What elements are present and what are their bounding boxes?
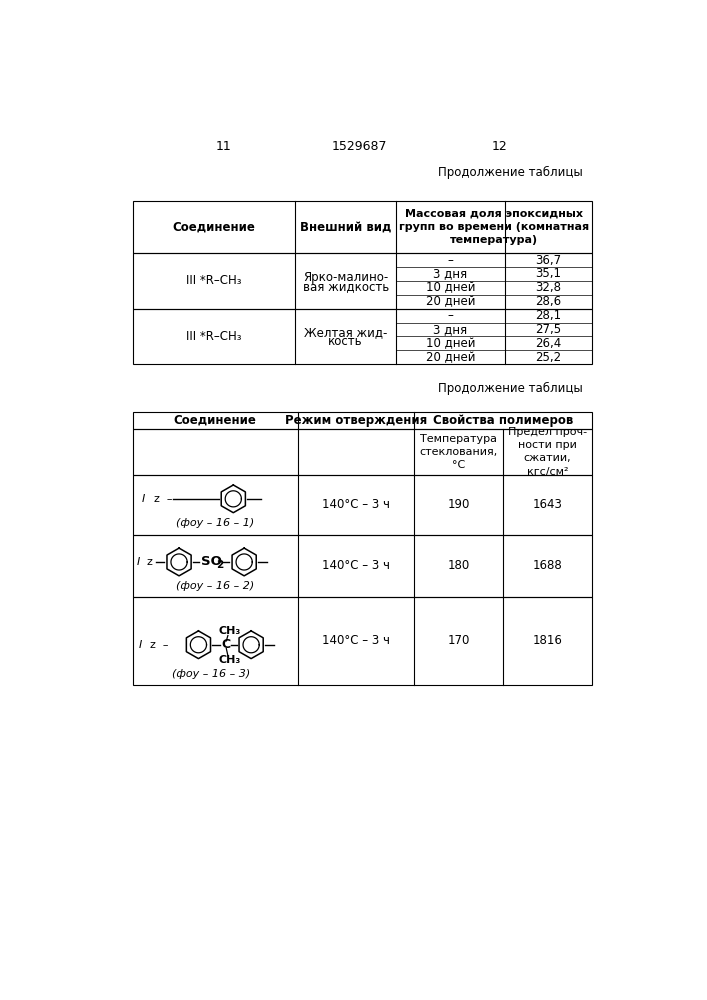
Text: Предел проч-
ности при
сжатии,
кгс/см²: Предел проч- ности при сжатии, кгс/см² xyxy=(508,427,587,477)
Text: 12: 12 xyxy=(491,140,507,153)
Text: CH₃: CH₃ xyxy=(218,626,240,636)
Bar xyxy=(132,412,592,429)
Bar xyxy=(132,429,592,475)
Text: 27,5: 27,5 xyxy=(535,323,561,336)
Text: I: I xyxy=(142,494,145,504)
Text: 36,7: 36,7 xyxy=(535,254,561,267)
Text: Ярко-малино-: Ярко-малино- xyxy=(303,271,388,284)
Text: 1688: 1688 xyxy=(532,559,563,572)
Text: кость: кость xyxy=(328,335,363,348)
Text: (фоу – 16 – 1): (фоу – 16 – 1) xyxy=(176,518,255,528)
Text: (фоу – 16 – 3): (фоу – 16 – 3) xyxy=(172,669,250,679)
Bar xyxy=(132,201,592,253)
Text: Внешний вид: Внешний вид xyxy=(300,221,392,234)
Bar xyxy=(132,253,592,309)
Text: 3 дня: 3 дня xyxy=(433,267,467,280)
Bar xyxy=(132,475,592,535)
Text: I: I xyxy=(139,640,142,650)
Text: Массовая доля эпоксидных
групп во времени (комнатная
температура): Массовая доля эпоксидных групп во времен… xyxy=(399,209,589,245)
Text: 1643: 1643 xyxy=(532,498,563,512)
Text: Соединение: Соединение xyxy=(174,414,257,427)
Text: Режим отверждения: Режим отверждения xyxy=(285,414,427,427)
Text: вая жидкость: вая жидкость xyxy=(303,280,389,293)
Bar xyxy=(132,597,592,685)
Text: 11: 11 xyxy=(216,140,232,153)
Text: 1816: 1816 xyxy=(532,634,563,647)
Text: 140°С – 3 ч: 140°С – 3 ч xyxy=(322,559,390,572)
Text: I: I xyxy=(136,557,140,567)
Text: Желтая жид-: Желтая жид- xyxy=(304,326,387,339)
Bar xyxy=(132,535,592,597)
Text: 140°С – 3 ч: 140°С – 3 ч xyxy=(322,498,390,512)
Text: Соединение: Соединение xyxy=(173,221,255,234)
Text: Продолжение таблицы: Продолжение таблицы xyxy=(438,382,583,395)
Text: 1529687: 1529687 xyxy=(332,140,387,153)
Text: 2: 2 xyxy=(216,560,223,570)
Text: 10 дней: 10 дней xyxy=(426,337,475,350)
Text: Продолжение таблицы: Продолжение таблицы xyxy=(438,166,583,179)
Text: 28,1: 28,1 xyxy=(535,309,561,322)
Bar xyxy=(132,309,592,364)
Text: Температура
стеклования,
°C: Температура стеклования, °C xyxy=(419,434,498,470)
Text: Свойства полимеров: Свойства полимеров xyxy=(433,414,573,427)
Text: 20 дней: 20 дней xyxy=(426,295,475,308)
Text: 20 дней: 20 дней xyxy=(426,351,475,364)
Text: 26,4: 26,4 xyxy=(535,337,561,350)
Text: C: C xyxy=(222,638,231,651)
Text: III *R–CH₃: III *R–CH₃ xyxy=(186,330,242,343)
Text: –: – xyxy=(448,254,453,267)
Text: (фоу – 16 – 2): (фоу – 16 – 2) xyxy=(176,581,255,591)
Text: 3 дня: 3 дня xyxy=(433,323,467,336)
Text: z  –: z – xyxy=(154,494,173,504)
Text: 170: 170 xyxy=(448,634,469,647)
Text: z: z xyxy=(146,557,153,567)
Text: z  –: z – xyxy=(150,640,168,650)
Text: 10 дней: 10 дней xyxy=(426,281,475,294)
Text: 140°С – 3 ч: 140°С – 3 ч xyxy=(322,634,390,647)
Text: 32,8: 32,8 xyxy=(535,281,561,294)
Text: CH₃: CH₃ xyxy=(218,655,240,665)
Text: 180: 180 xyxy=(448,559,469,572)
Text: –: – xyxy=(448,309,453,322)
Text: 190: 190 xyxy=(448,498,469,512)
Text: 35,1: 35,1 xyxy=(535,267,561,280)
Text: 28,6: 28,6 xyxy=(535,295,561,308)
Text: III *R–CH₃: III *R–CH₃ xyxy=(186,274,242,287)
Text: SO: SO xyxy=(201,555,221,568)
Text: 25,2: 25,2 xyxy=(535,351,561,364)
